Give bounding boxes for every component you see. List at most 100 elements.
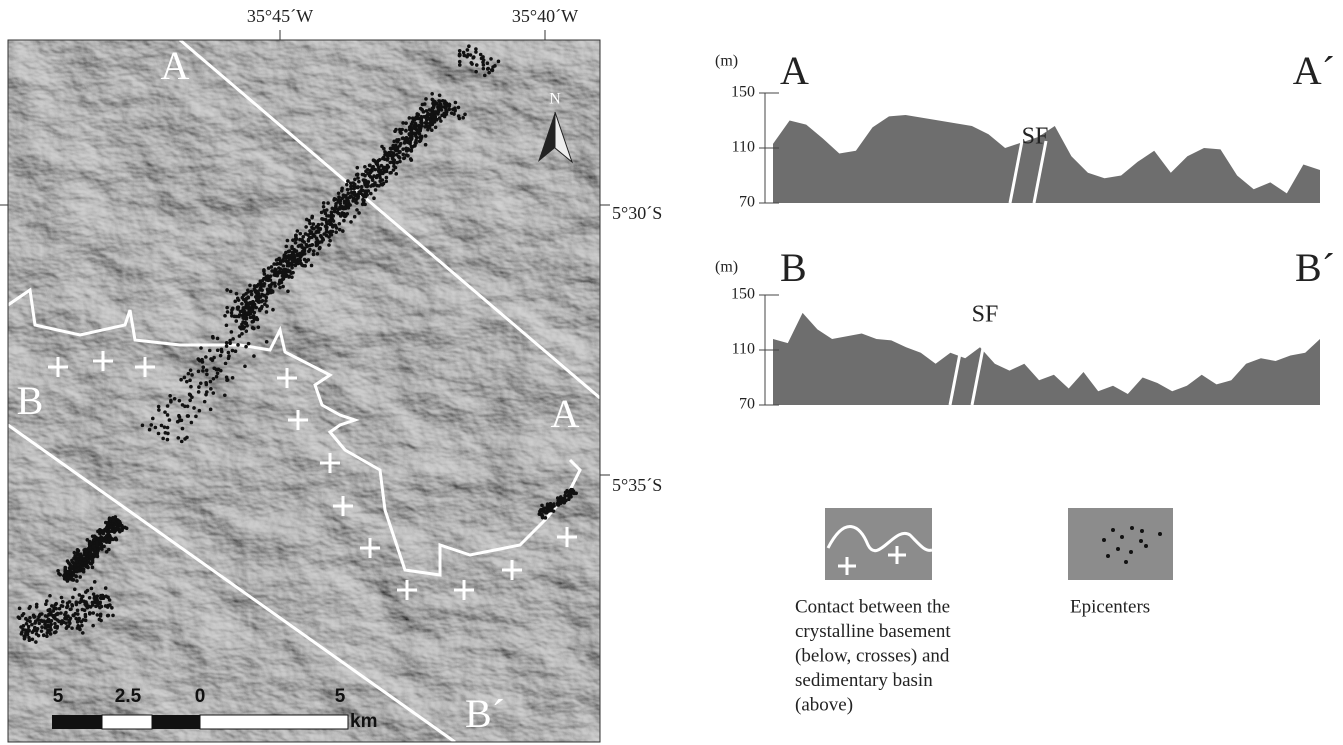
epicenter [372, 196, 376, 200]
legend-dot [1124, 560, 1128, 564]
epicenter [286, 264, 290, 268]
epicenter [310, 264, 314, 268]
epicenter [216, 371, 220, 375]
epicenter [361, 189, 365, 193]
epicenter [386, 164, 390, 168]
epicenter [91, 553, 95, 557]
epicenter [363, 165, 367, 169]
epicenter [112, 519, 116, 523]
epicenter [334, 202, 338, 206]
epicenter [104, 604, 108, 608]
legend-dot [1102, 538, 1106, 542]
epicenter [378, 176, 382, 180]
epicenter [237, 305, 241, 309]
epicenter [282, 264, 286, 268]
epicenter [246, 306, 250, 310]
epicenter [392, 168, 396, 172]
epicenter [190, 421, 194, 425]
epicenter [161, 437, 165, 441]
legend-text: Epicenters [1070, 596, 1150, 617]
epicenter [269, 285, 273, 289]
epicenter [71, 578, 75, 582]
epicenter [338, 222, 342, 226]
epicenter [298, 232, 302, 236]
epicenter [56, 569, 60, 573]
epicenter [421, 103, 425, 107]
epicenter [346, 191, 350, 195]
epicenter [308, 244, 312, 248]
epicenter [58, 573, 62, 577]
epicenter [417, 124, 421, 128]
epicenter [227, 351, 231, 355]
epicenter [419, 107, 423, 111]
epicenter [205, 369, 209, 373]
epicenter [173, 397, 177, 401]
epicenter [216, 337, 220, 341]
epicenter [223, 393, 227, 397]
epicenter [382, 182, 386, 186]
epicenter [109, 526, 113, 530]
epicenter [549, 502, 553, 506]
section-label: B´ [465, 691, 505, 736]
epicenter [320, 240, 324, 244]
epicenter [35, 605, 39, 609]
epicenter [355, 208, 359, 212]
epicenter [65, 606, 69, 610]
epicenter [297, 244, 301, 248]
epicenter [415, 112, 419, 116]
epicenter [40, 625, 44, 629]
epicenter [269, 274, 273, 278]
epicenter [82, 568, 86, 572]
epicenter [237, 298, 241, 302]
epicenter [98, 618, 102, 622]
epicenter [552, 502, 556, 506]
epicenter [567, 497, 571, 501]
epicenter [451, 108, 455, 112]
epicenter [75, 568, 79, 572]
epicenter [40, 629, 44, 633]
epicenter [42, 634, 46, 638]
epicenter [346, 188, 350, 192]
legend-dot [1129, 550, 1133, 554]
epicenter [291, 238, 295, 242]
epicenter [272, 273, 276, 277]
epicenter [307, 239, 311, 243]
epicenter [333, 207, 337, 211]
epicenter [180, 440, 184, 444]
epicenter [179, 378, 183, 382]
epicenter [249, 316, 253, 320]
epicenter [270, 265, 274, 269]
epicenter [244, 292, 248, 296]
epicenter [388, 161, 392, 165]
epicenter [349, 220, 353, 224]
legend-dot [1106, 554, 1110, 558]
epicenter [91, 624, 95, 628]
epicenter [275, 258, 279, 262]
epicenter [92, 545, 96, 549]
epicenter [196, 357, 200, 361]
epicenter [303, 264, 307, 268]
epicenter [86, 606, 90, 610]
epicenter [539, 508, 543, 512]
epicenter [382, 166, 386, 170]
epicenter [181, 403, 185, 407]
profile-end: B´ [1295, 245, 1335, 290]
epicenter [36, 627, 40, 631]
epicenter [410, 137, 414, 141]
epicenter [401, 147, 405, 151]
epicenter [426, 114, 430, 118]
epicenter [294, 241, 298, 245]
epicenter [34, 619, 38, 623]
epicenter [67, 624, 71, 628]
epicenter [166, 438, 170, 442]
epicenter [457, 114, 461, 118]
epicenter [331, 230, 335, 234]
epicenter [225, 323, 229, 327]
epicenter [242, 317, 246, 321]
epicenter [469, 61, 473, 65]
legend-text: (below, crosses) and [795, 645, 950, 666]
elevation-area [773, 313, 1320, 405]
epicenter [300, 244, 304, 248]
epicenter [245, 324, 249, 328]
fault-label: SF [972, 302, 999, 328]
